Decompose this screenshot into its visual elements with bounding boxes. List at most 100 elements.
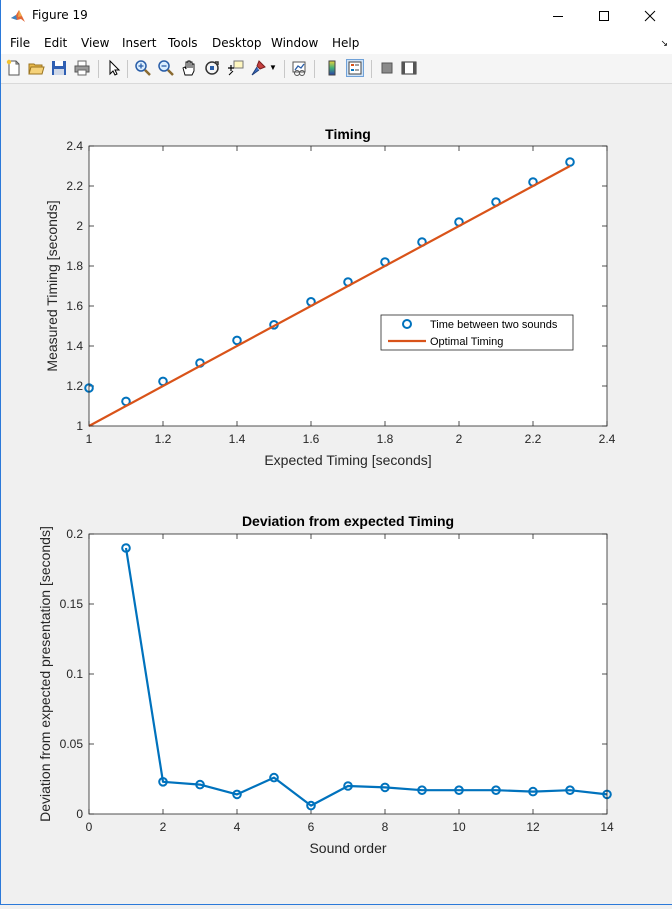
figure-toolbar: ▼	[1, 54, 672, 84]
y-axis-label: Deviation from expected presentation [se…	[37, 526, 53, 822]
plots-svg: 1 1.2 1.4 1.6 1.8 2 2.2 2.4 1 1.2 1.4 1.6 1.8 2 2.2 2.4…	[37, 126, 616, 856]
y-tick-label: 0.2	[66, 527, 83, 541]
menu-help[interactable]: Help	[332, 36, 360, 50]
figure-canvas[interactable]: 1 1.2 1.4 1.6 1.8 2 2.2 2.4 1 1.2 1.4 1.6 1.8 2 2.2 2.4…	[2, 84, 672, 904]
zoom-out-button[interactable]	[157, 59, 175, 77]
data-point	[491, 785, 501, 796]
brush-dropdown-icon[interactable]: ▼	[269, 63, 277, 72]
legend-icon	[348, 61, 362, 75]
x-tick-label: 2.2	[525, 432, 542, 446]
y-tick-label: 0.1	[66, 667, 83, 681]
y-tick-label: 2.4	[66, 139, 83, 153]
y-tick-label: 1.4	[66, 339, 83, 353]
y-tick-label: 1	[76, 419, 83, 433]
menu-window[interactable]: Window	[271, 36, 319, 50]
x-tick-label: 14	[600, 820, 614, 834]
legend-button[interactable]	[346, 59, 364, 77]
data-point	[232, 789, 242, 800]
close-icon	[644, 10, 656, 22]
x-tick-label: 4	[234, 820, 241, 834]
data-cursor-icon	[228, 60, 244, 76]
colorbar-icon	[328, 60, 336, 76]
dock-arrow-icon[interactable]: ↘	[660, 38, 668, 48]
toolbar-separator	[98, 60, 99, 78]
data-point	[380, 782, 390, 793]
toolbar-separator	[127, 60, 128, 78]
y-tick-label: 2.2	[66, 179, 83, 193]
pan-button[interactable]	[180, 59, 198, 77]
y-axis-label: Measured Timing [seconds]	[44, 200, 60, 371]
menu-file[interactable]: File	[10, 36, 31, 50]
y-tick-label: 1.8	[66, 259, 83, 273]
x-tick-label: 1.4	[229, 432, 246, 446]
new-figure-button[interactable]	[5, 59, 23, 77]
close-button[interactable]	[627, 0, 672, 32]
data-point	[306, 800, 316, 811]
maximize-button[interactable]	[581, 0, 627, 32]
y-tick-label: 1.6	[66, 299, 83, 313]
data-point	[417, 785, 427, 796]
brush-icon	[251, 60, 266, 76]
window-title: Figure 19	[32, 8, 88, 22]
open-file-button[interactable]	[27, 59, 45, 77]
legend[interactable]: Time between two sounds Optimal Timing	[380, 314, 574, 351]
minimize-button[interactable]	[535, 0, 581, 32]
show-plot-tools-button[interactable]	[400, 59, 418, 77]
data-point	[232, 335, 242, 346]
axes-timing[interactable]: 1 1.2 1.4 1.6 1.8 2 2.2 2.4 1 1.2 1.4 1.6 1.8 2 2.2 2.4…	[44, 126, 616, 468]
series-line	[124, 547, 608, 807]
colorbar-button[interactable]	[323, 59, 341, 77]
show-plot-tools-icon	[401, 61, 417, 75]
series-line	[88, 165, 571, 427]
menu-desktop[interactable]: Desktop	[212, 36, 262, 50]
chart-title: Deviation from expected Timing	[242, 513, 454, 529]
hide-plot-tools-icon	[381, 62, 393, 74]
hide-plot-tools-button[interactable]	[378, 59, 396, 77]
data-point	[269, 772, 279, 783]
rotate-3d-icon	[205, 61, 219, 75]
x-tick-label: 1.6	[303, 432, 320, 446]
y-tick-label: 0.05	[60, 737, 84, 751]
x-tick-label: 1.8	[377, 432, 394, 446]
title-bar[interactable]: Figure 19	[1, 0, 672, 32]
data-point	[565, 785, 575, 796]
legend-entry-label: Time between two sounds	[430, 319, 558, 331]
data-point	[121, 543, 131, 553]
data-cursor-button[interactable]	[226, 59, 244, 77]
print-button[interactable]	[73, 59, 91, 77]
link-plot-button[interactable]	[291, 59, 309, 77]
menu-edit[interactable]: Edit	[44, 36, 68, 50]
legend-marker-circle	[402, 319, 412, 329]
save-button[interactable]	[50, 59, 68, 77]
rotate-3d-button[interactable]	[203, 59, 221, 77]
x-tick-label: 2.4	[599, 432, 616, 446]
brush-button[interactable]	[249, 59, 267, 77]
y-tick-label: 0.15	[60, 597, 84, 611]
maximize-icon	[599, 11, 609, 21]
menu-tools[interactable]: Tools	[168, 36, 198, 50]
menu-bar: File Edit View Insert Tools Desktop Wind…	[1, 32, 672, 54]
pan-icon	[182, 60, 195, 76]
link-plot-icon	[292, 61, 306, 76]
x-axis-label: Expected Timing [seconds]	[264, 452, 431, 468]
y-tick-label: 0	[76, 807, 83, 821]
menu-view[interactable]: View	[81, 36, 110, 50]
axes-deviation[interactable]: 0 2 4 6 8 10 12 14 0 0.05 0.1 0.15 0.2 Deviation fro…	[37, 513, 614, 856]
matlab-logo-icon	[11, 10, 25, 22]
x-tick-label: 0	[86, 820, 93, 834]
pointer-button[interactable]	[105, 59, 123, 77]
new-figure-icon	[6, 59, 20, 76]
minimize-icon	[553, 16, 563, 17]
x-tick-label: 10	[452, 820, 466, 834]
x-tick-label: 6	[308, 820, 315, 834]
zoom-in-button[interactable]	[134, 59, 152, 77]
menu-insert[interactable]: Insert	[122, 36, 157, 50]
toolbar-separator	[371, 60, 372, 78]
save-icon	[52, 61, 66, 75]
x-tick-label: 8	[382, 820, 389, 834]
data-point	[454, 785, 464, 796]
zoom-out-icon	[158, 60, 174, 76]
x-axis-label: Sound order	[309, 840, 386, 856]
toolbar-separator	[284, 60, 285, 78]
